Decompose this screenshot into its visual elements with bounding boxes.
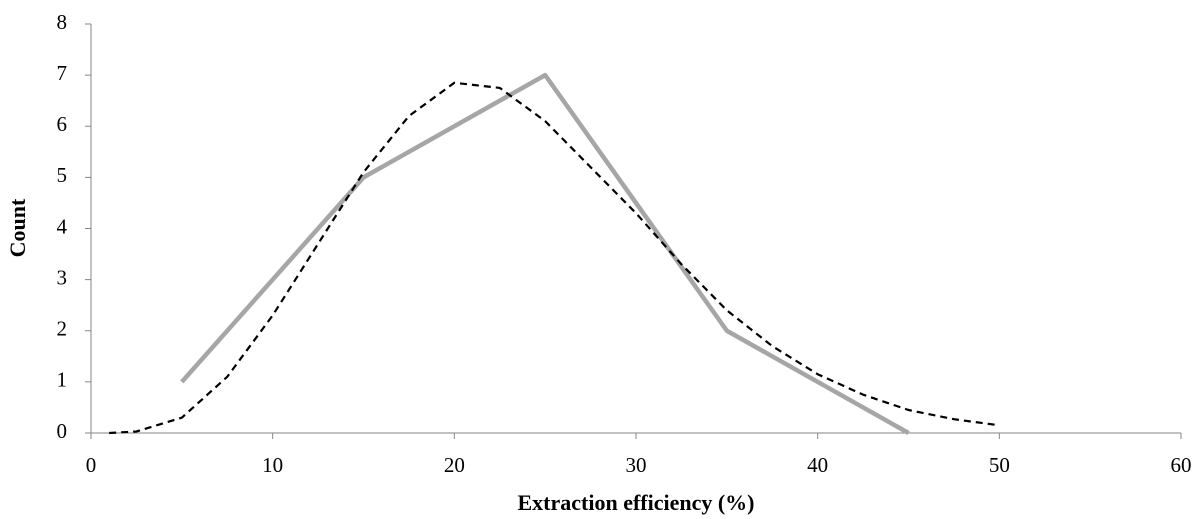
x-axis-title: Extraction efficiency (%) [517,490,754,515]
x-tick-label: 10 [262,453,283,477]
y-tick-label: 3 [57,265,68,289]
series-line [109,81,1000,435]
y-tick-label: 6 [57,112,68,136]
series-line [180,72,910,435]
x-tick-label: 60 [1171,453,1192,477]
y-tick-label: 0 [57,419,68,443]
x-tick-label: 40 [807,453,828,477]
y-tick-label: 8 [57,10,68,34]
y-tick-label: 5 [57,163,68,187]
x-tick-label: 50 [989,453,1010,477]
x-tick-label: 20 [444,453,465,477]
y-tick-label: 4 [57,214,68,238]
x-tick-label: 30 [626,453,647,477]
y-axis-title: Count [5,198,30,257]
y-tick-label: 1 [57,368,68,392]
y-tick-label: 2 [57,317,68,341]
y-tick-label: 7 [57,61,68,85]
x-tick-label: 0 [86,453,97,477]
